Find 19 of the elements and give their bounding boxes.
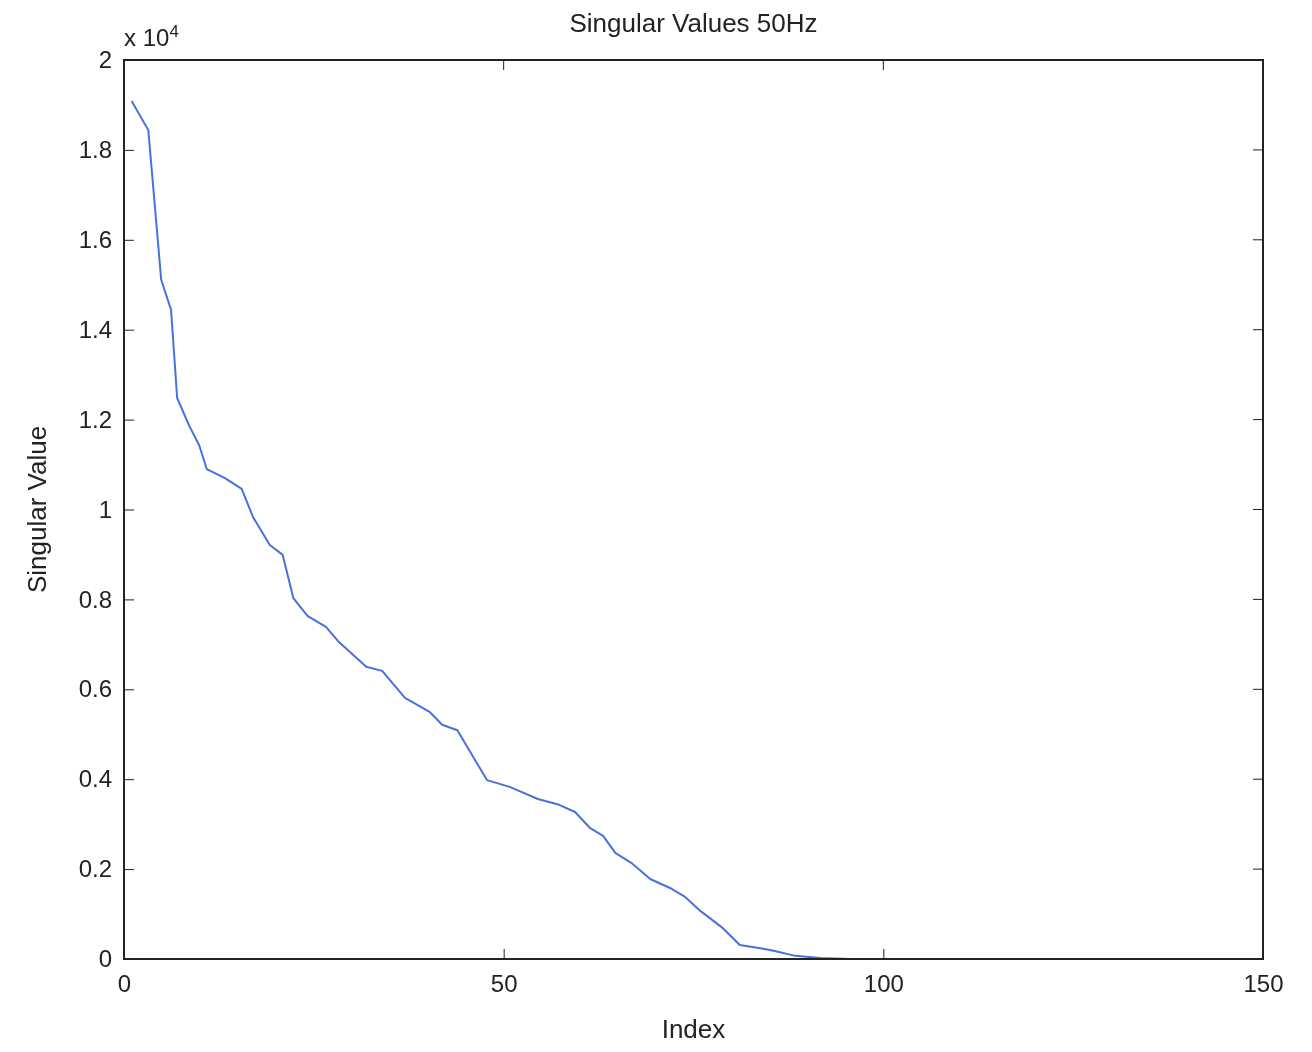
y-tick-label: 0.8 (78, 585, 112, 613)
x-axis-title: Index (661, 1014, 726, 1044)
y-tick-label: 0 (98, 945, 112, 973)
x-tick-label: 50 (490, 970, 518, 998)
y-tick-label: 0.2 (78, 855, 112, 883)
y-tick-label: 1.6 (78, 225, 112, 253)
chart-title: Singular Values 50Hz (569, 8, 818, 38)
y-tick-label: 1.2 (78, 405, 112, 433)
y-tick-label: 1.4 (78, 315, 112, 343)
y-tick-label: 2 (98, 46, 112, 74)
y-axis-title: Singular Value (22, 425, 52, 594)
text: x 10$^{4}$ (124, 21, 179, 51)
y-tick-label: 0.4 (78, 765, 112, 793)
x-tick-label: 150 (1243, 970, 1284, 998)
y-tick-label: 1 (98, 495, 112, 523)
x-tick-label: 100 (863, 970, 904, 998)
y-tick-label: 0.6 (78, 675, 112, 703)
y-tick-label: 1.8 (78, 136, 112, 164)
x-tick-label: 0 (117, 970, 132, 998)
